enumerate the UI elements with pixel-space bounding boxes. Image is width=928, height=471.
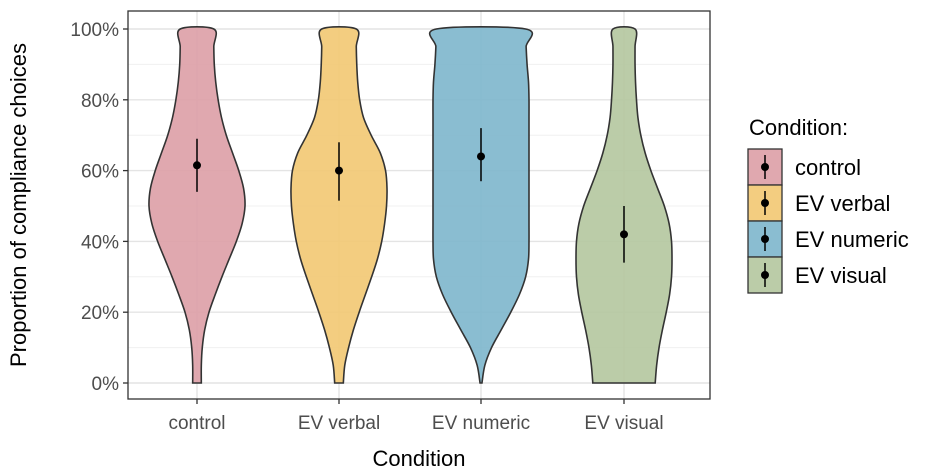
x-tick-label: control <box>168 413 225 434</box>
legend-label: EV visual <box>795 263 887 288</box>
y-tick-label: 0% <box>92 374 120 395</box>
y-axis-title: Proportion of compliance choices <box>6 43 31 367</box>
y-tick-label: 100% <box>70 20 119 41</box>
y-tick-label: 60% <box>81 162 119 183</box>
violin-ev-numeric <box>428 25 534 384</box>
x-axis: control EV verbal EV numeric EV visual <box>168 399 664 434</box>
x-tick-label: EV verbal <box>298 413 380 434</box>
violin-ev-visual <box>575 25 673 384</box>
mean-point <box>335 166 343 175</box>
x-tick-label: EV numeric <box>432 413 530 434</box>
legend-label: EV verbal <box>795 191 890 216</box>
panel-border <box>127 10 711 400</box>
legend-key-point <box>761 235 769 243</box>
mean-point <box>620 230 628 239</box>
legend-key-point <box>761 271 769 279</box>
violin-group <box>148 25 673 384</box>
legend-key-point <box>761 163 769 171</box>
legend-label: EV numeric <box>795 227 909 252</box>
x-tick-label: EV visual <box>584 413 663 434</box>
y-tick-label: 40% <box>81 232 119 253</box>
x-axis-title: Condition <box>373 446 466 471</box>
legend-key-point <box>761 199 769 207</box>
mean-point <box>193 161 201 170</box>
mean-point <box>477 152 485 161</box>
violin-ev-verbal <box>290 25 388 384</box>
y-axis: 0% 20% 40% 60% 80% 100% <box>70 20 128 395</box>
legend-title: Condition: <box>749 115 848 140</box>
y-tick-label: 80% <box>81 91 119 112</box>
legend-label: control <box>795 155 861 180</box>
y-tick-label: 20% <box>81 303 119 324</box>
legend: Condition: control EV verbal EV numeric EV … <box>747 115 909 294</box>
violin-control <box>148 25 246 384</box>
